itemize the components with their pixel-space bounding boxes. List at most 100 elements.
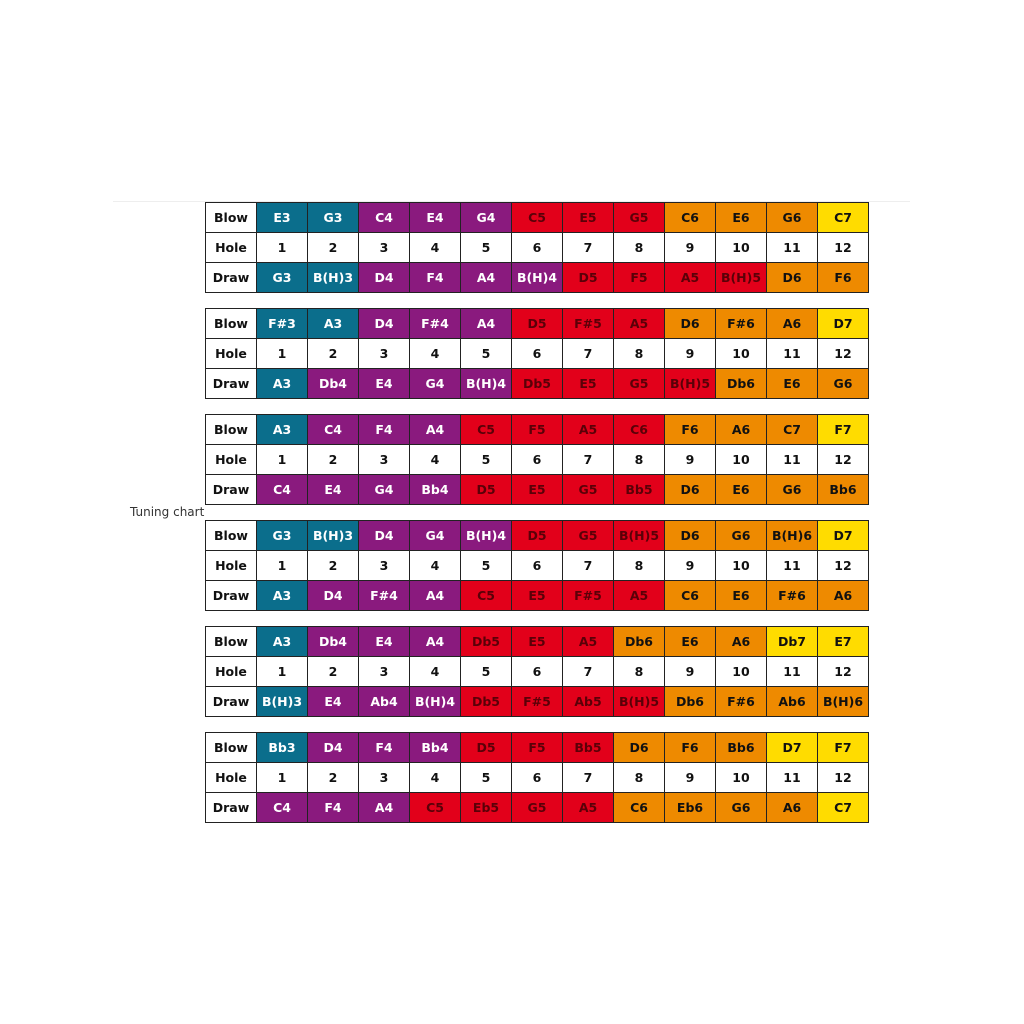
- note-cell: F7: [817, 414, 869, 445]
- note-cell: F6: [664, 732, 716, 763]
- note-cell: D6: [664, 474, 716, 505]
- note-cell: F4: [409, 262, 461, 293]
- note-cell: F4: [358, 732, 410, 763]
- note-cell: C7: [817, 202, 869, 233]
- note-cell: B(H)5: [613, 686, 665, 717]
- table-row: Draw B(H)3 E4 Ab4 B(H)4 Db5 F#5 Ab5 B(H)5 Db6 F#6 A…: [205, 686, 869, 717]
- note-cell: C7: [766, 414, 818, 445]
- note-cell: 9: [664, 550, 716, 581]
- note-cell: E6: [664, 626, 716, 657]
- note-cell: 4: [409, 444, 461, 475]
- note-cell: 7: [562, 232, 614, 263]
- note-cell: Eb6: [664, 792, 716, 823]
- note-cell: 12: [817, 338, 869, 369]
- note-cell: F#6: [766, 580, 818, 611]
- note-cell: B(H)4: [409, 686, 461, 717]
- note-cell: 9: [664, 656, 716, 687]
- note-cell: 1: [256, 656, 308, 687]
- note-cell: 2: [307, 444, 359, 475]
- note-cell: 4: [409, 232, 461, 263]
- note-cell: D6: [664, 520, 716, 551]
- note-cell: B(H)6: [817, 686, 869, 717]
- note-cell: E4: [358, 368, 410, 399]
- note-cell: 8: [613, 444, 665, 475]
- note-cell: A3: [256, 580, 308, 611]
- tuning-table: Blow A3 Db4 E4 A4 Db5 E5 A5 Db6 E6 A6 Db7 E7 Hole 1 2 3 4…: [205, 626, 869, 717]
- table-row: Blow A3 C4 F4 A4 C5 F5 A5 C6 F6 A6 C7 F7: [205, 414, 869, 445]
- tuning-table: Blow E3 G3 C4 E4 G4 C5 E5 G5 C6 E6 G6 C7 Hole 1 2 3 4 5 6 7 8…: [205, 202, 869, 293]
- note-cell: 7: [562, 656, 614, 687]
- divider: [113, 201, 910, 202]
- note-cell: D7: [817, 308, 869, 339]
- note-cell: D5: [562, 262, 614, 293]
- note-cell: 3: [358, 762, 410, 793]
- note-cell: E5: [562, 202, 614, 233]
- note-cell: C5: [409, 792, 461, 823]
- note-cell: C6: [613, 414, 665, 445]
- row-label: Blow: [205, 202, 257, 233]
- note-cell: D5: [460, 474, 512, 505]
- note-cell: E5: [562, 368, 614, 399]
- note-cell: F5: [511, 732, 563, 763]
- note-cell: Db6: [715, 368, 767, 399]
- note-cell: Bb4: [409, 732, 461, 763]
- note-cell: A3: [256, 368, 308, 399]
- table-row: Blow Bb3 D4 F4 Bb4 D5 F5 Bb5 D6 F6 Bb6 D7 F7: [205, 732, 869, 763]
- note-cell: 8: [613, 550, 665, 581]
- note-cell: D4: [358, 262, 410, 293]
- note-cell: 3: [358, 338, 410, 369]
- note-cell: A5: [613, 308, 665, 339]
- table-row: Hole 1 2 3 4 5 6 7 8 9 10 11 12: [205, 762, 869, 793]
- note-cell: 2: [307, 656, 359, 687]
- note-cell: 2: [307, 550, 359, 581]
- tuning-table: Blow F#3 A3 D4 F#4 A4 D5 F#5 A5 D6 F#6 A6 D7 Hole 1 2 3 4…: [205, 308, 869, 399]
- note-cell: 12: [817, 656, 869, 687]
- note-cell: D6: [613, 732, 665, 763]
- note-cell: 3: [358, 656, 410, 687]
- note-cell: 4: [409, 550, 461, 581]
- note-cell: G6: [817, 368, 869, 399]
- note-cell: 10: [715, 656, 767, 687]
- note-cell: B(H)3: [307, 262, 359, 293]
- note-cell: G5: [562, 474, 614, 505]
- note-cell: 11: [766, 444, 818, 475]
- note-cell: D6: [664, 308, 716, 339]
- note-cell: G5: [613, 368, 665, 399]
- note-cell: G3: [307, 202, 359, 233]
- note-cell: 9: [664, 444, 716, 475]
- note-cell: A6: [715, 414, 767, 445]
- note-cell: G5: [511, 792, 563, 823]
- note-cell: C4: [256, 474, 308, 505]
- note-cell: 11: [766, 232, 818, 263]
- note-cell: C4: [307, 414, 359, 445]
- table-row: Draw G3 B(H)3 D4 F4 A4 B(H)4 D5 F5 A5 B(H)5 D6 F6: [205, 262, 869, 293]
- note-cell: E6: [715, 474, 767, 505]
- note-cell: 1: [256, 338, 308, 369]
- note-cell: F4: [358, 414, 410, 445]
- note-cell: E4: [358, 626, 410, 657]
- note-cell: Db6: [664, 686, 716, 717]
- note-cell: E5: [511, 626, 563, 657]
- note-cell: A6: [766, 308, 818, 339]
- note-cell: 11: [766, 762, 818, 793]
- note-cell: F#4: [409, 308, 461, 339]
- table-row: Hole 1 2 3 4 5 6 7 8 9 10 11 12: [205, 338, 869, 369]
- note-cell: 4: [409, 762, 461, 793]
- note-cell: 11: [766, 550, 818, 581]
- note-cell: 10: [715, 338, 767, 369]
- note-cell: Bb5: [613, 474, 665, 505]
- note-cell: D6: [766, 262, 818, 293]
- note-cell: D4: [358, 520, 410, 551]
- tuning-table: Blow G3 B(H)3 D4 G4 B(H)4 D5 G5 B(H)5 D6 G6 B(H)6 D7…: [205, 520, 869, 611]
- note-cell: C5: [511, 202, 563, 233]
- note-cell: B(H)3: [307, 520, 359, 551]
- note-cell: C6: [664, 202, 716, 233]
- note-cell: C5: [460, 580, 512, 611]
- note-cell: E4: [307, 474, 359, 505]
- note-cell: G4: [409, 368, 461, 399]
- note-cell: B(H)5: [664, 368, 716, 399]
- note-cell: Bb5: [562, 732, 614, 763]
- note-cell: C5: [460, 414, 512, 445]
- note-cell: 9: [664, 762, 716, 793]
- note-cell: B(H)4: [511, 262, 563, 293]
